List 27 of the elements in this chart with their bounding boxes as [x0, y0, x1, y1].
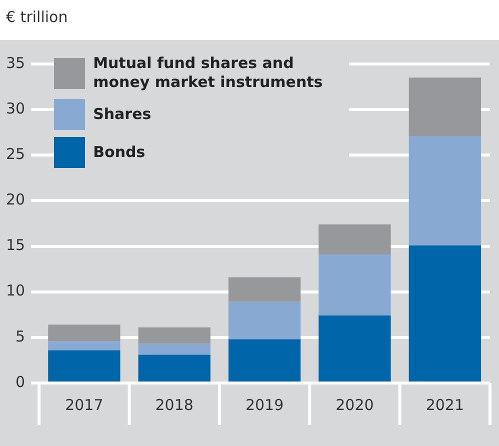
y-tick-label: 25	[6, 145, 26, 164]
y-tick-label: 35	[6, 54, 26, 72]
bar	[408, 78, 481, 136]
bar	[138, 327, 210, 344]
legend-label: Mutual fund shares and money market instruments	[93, 54, 324, 92]
x-tick-label: 2021	[426, 396, 464, 414]
bar	[318, 224, 391, 254]
y-tick-label: 15	[6, 236, 26, 254]
bar	[228, 302, 301, 340]
y-tick-label: 10	[6, 282, 26, 300]
bar	[48, 341, 120, 350]
y-tick-label: 0	[16, 372, 26, 391]
y-tick-label: 5	[16, 327, 26, 346]
x-tick-label: 2017	[65, 396, 104, 414]
y-tick-label: 20	[6, 190, 26, 209]
bar	[318, 254, 391, 316]
y-tick-label: 30	[6, 99, 26, 118]
x-tick-label: 2020	[336, 396, 374, 414]
bar	[228, 277, 301, 302]
legend-label: Shares	[93, 105, 152, 124]
bar	[48, 324, 120, 342]
bar	[408, 136, 481, 246]
x-tick-label: 2018	[155, 396, 194, 414]
y-axis-title: € trillion	[6, 8, 68, 26]
bar	[138, 344, 210, 355]
legend-label: Bonds	[93, 143, 146, 162]
x-tick-label: 2019	[245, 396, 284, 414]
